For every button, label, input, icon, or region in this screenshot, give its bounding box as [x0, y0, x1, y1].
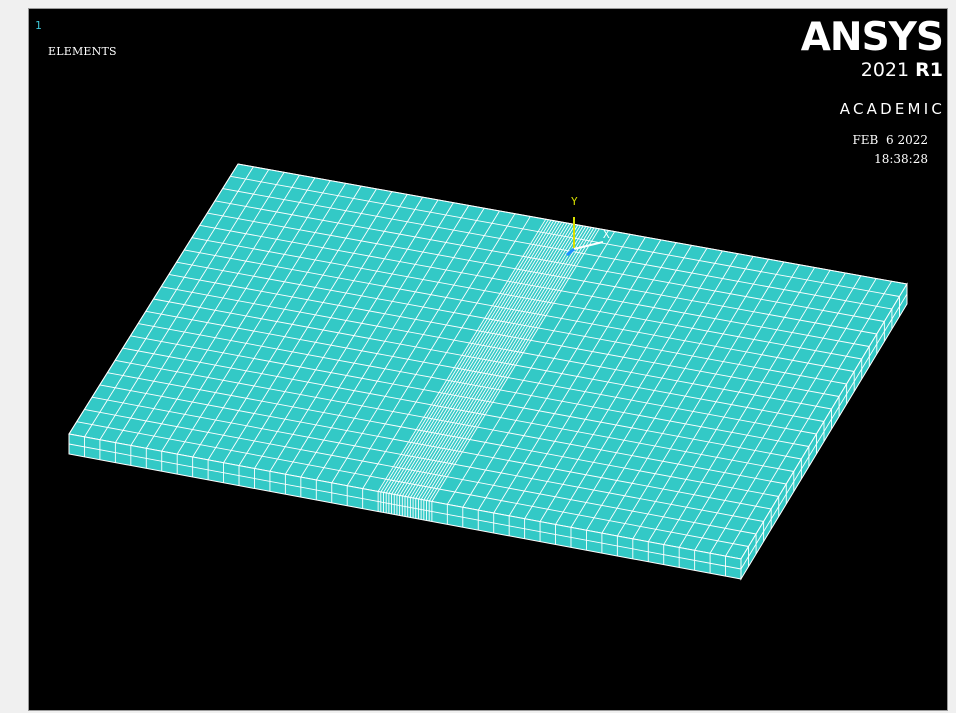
- version-release: R1: [915, 59, 943, 81]
- brand-name: ANSYS: [800, 15, 944, 60]
- triad-x-label: X: [603, 228, 610, 241]
- plate-right-face: [740, 282, 908, 581]
- plate-front-face: [68, 433, 742, 580]
- time-stamp: 18:38:28: [874, 152, 928, 166]
- graphics-viewport[interactable]: 1 ELEMENTS ANSYS 2021 R1 ACADEMIC FEB 6 …: [28, 8, 948, 711]
- brand-version: 2021 R1: [801, 59, 943, 81]
- brand-edition: ACADEMIC: [839, 100, 945, 118]
- plot-label: ELEMENTS: [48, 45, 117, 58]
- window-number: 1: [35, 19, 42, 32]
- plate-top-face: [68, 163, 908, 560]
- version-year: 2021: [860, 59, 910, 81]
- date-stamp: FEB 6 2022: [852, 133, 928, 147]
- coordinate-triad-icon: Y X: [566, 195, 610, 257]
- triad-y-label: Y: [571, 195, 578, 208]
- triad-z-axis: [566, 247, 575, 257]
- mesh-plot[interactable]: Y X: [29, 9, 947, 710]
- ansys-logo: ANSYS 2021 R1: [800, 15, 944, 81]
- triad-x-axis: [573, 241, 604, 250]
